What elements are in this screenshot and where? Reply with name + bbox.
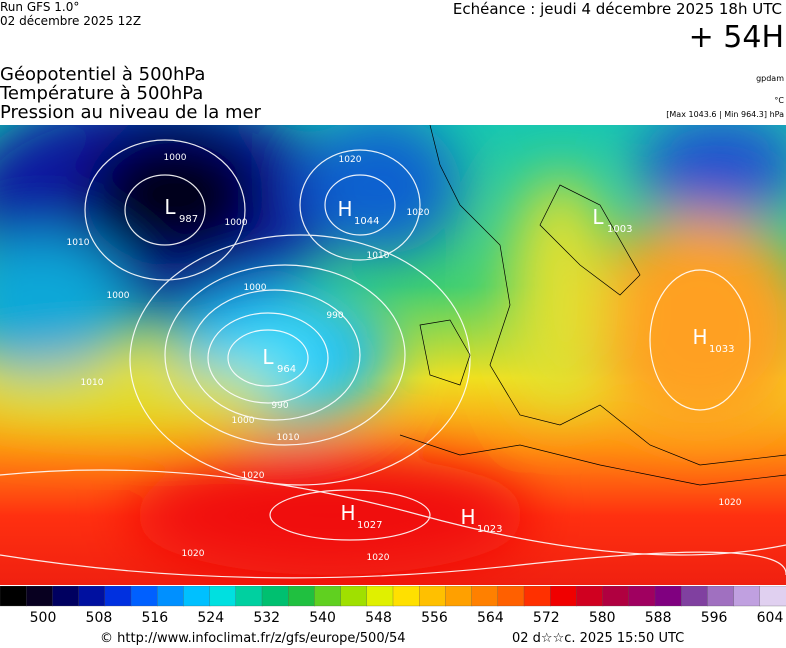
colorbar-swatch — [340, 586, 368, 607]
colorbar-swatch — [497, 586, 525, 607]
valid-time: Echéance : jeudi 4 décembre 2025 18h UTC — [452, 0, 782, 18]
center-type: L — [592, 205, 604, 229]
colorbar-swatch — [130, 586, 158, 607]
colorbar-tick-label: 548 — [365, 610, 392, 626]
lead-time: + 54H — [688, 20, 784, 55]
colorbar-swatch — [602, 586, 630, 607]
isobar-label: 1010 — [67, 238, 90, 248]
colorbar-tick-label: 604 — [756, 610, 784, 626]
colorbar-swatch — [576, 586, 604, 607]
colorbar-swatch — [366, 586, 394, 607]
center-value: 1003 — [607, 224, 632, 235]
isobar-label: 1020 — [339, 155, 362, 165]
isobar-label: 1010 — [277, 433, 300, 443]
center-type: H — [337, 197, 352, 221]
unit-pressure: [Max 1043.6 | Min 964.3] hPa — [666, 110, 784, 119]
isobar-label: 1000 — [164, 153, 187, 163]
isobar-label: 1020 — [182, 549, 205, 559]
center-type: H — [460, 505, 475, 529]
source: © http://www.infoclimat.fr/z/gfs/europe/… — [100, 631, 406, 646]
colorbar-swatch — [654, 586, 682, 607]
isobar-label: 1020 — [407, 208, 430, 218]
colorbar-tick-label: 540 — [309, 610, 336, 626]
run-date: 02 décembre 2025 12Z — [0, 14, 142, 28]
colorbar-swatch — [209, 586, 237, 607]
isobar-label: 1010 — [81, 378, 104, 388]
isobar-label: 1020 — [367, 553, 390, 563]
colorbar-swatch — [157, 586, 185, 607]
isobar-label: 1000 — [107, 291, 130, 301]
isobar-label: 1000 — [244, 283, 267, 293]
unit-temp: °C — [774, 96, 784, 105]
colorbar-swatch — [707, 586, 735, 607]
colorbar-swatch — [288, 586, 316, 607]
colorbar-tick-label: 508 — [85, 610, 113, 626]
colorbar-swatch — [628, 586, 656, 607]
colorbar-tick-label: 564 — [477, 610, 504, 626]
center-type: L — [164, 195, 176, 219]
center-type: H — [340, 501, 355, 525]
isobar-label: 1000 — [232, 416, 255, 426]
isobar-label: 990 — [271, 401, 288, 411]
colorbar-tick-label: 532 — [253, 610, 281, 626]
center-type: H — [692, 325, 707, 349]
colorbar-swatch — [759, 586, 786, 607]
isobar-label: 1010 — [367, 251, 390, 261]
generated: 02 d☆☆c. 2025 15:50 UTC — [512, 631, 685, 646]
colorbar-swatch — [235, 586, 263, 607]
colorbar-tick-label: 588 — [644, 610, 672, 626]
field-2: Température à 500hPa — [0, 83, 204, 104]
colorbar-swatch — [183, 586, 211, 607]
center-value: 964 — [277, 364, 296, 375]
colorbar-swatch — [52, 586, 80, 607]
center-value: 1023 — [477, 524, 502, 535]
center-type: L — [262, 345, 274, 369]
run: Run GFS 1.0° — [0, 0, 80, 14]
colorbar-swatch — [681, 586, 709, 607]
colorbar-tick-label: 556 — [421, 610, 448, 626]
colorbar — [0, 586, 786, 607]
colorbar-swatch — [523, 586, 551, 607]
field-1: Géopotentiel à 500hPa — [0, 64, 206, 85]
colorbar-swatch — [0, 586, 27, 607]
isobar-label: 990 — [326, 311, 343, 321]
colorbar-tick-label: 516 — [141, 610, 169, 626]
center-value: 987 — [179, 214, 198, 225]
colorbar-tick-label: 500 — [29, 610, 57, 626]
center-value: 1033 — [709, 344, 734, 355]
isobar-label: 1000 — [225, 218, 248, 228]
colorbar-tick-label: 524 — [197, 610, 225, 626]
center-value: 1027 — [357, 520, 382, 531]
colorbar-tick-label: 572 — [532, 610, 560, 626]
colorbar-swatch — [26, 586, 54, 607]
colorbar-tick-label: 580 — [588, 610, 616, 626]
colorbar-swatch — [78, 586, 106, 607]
colorbar-swatch — [314, 586, 342, 607]
colorbar-swatch — [471, 586, 499, 607]
colorbar-swatch — [261, 586, 289, 607]
center-value: 1044 — [354, 216, 379, 227]
field-3: Pression au niveau de la mer — [0, 102, 261, 123]
colorbar-tick-label: 596 — [700, 610, 728, 626]
colorbar-swatch — [445, 586, 473, 607]
colorbar-swatch — [392, 586, 420, 607]
colorbar-swatch — [550, 586, 578, 607]
isobar-label: 1020 — [242, 471, 265, 481]
colorbar-swatch — [419, 586, 447, 607]
unit-geo: gpdam — [756, 74, 784, 83]
isobar-label: 1020 — [719, 498, 742, 508]
colorbar-swatch — [733, 586, 761, 607]
colorbar-swatch — [104, 586, 132, 607]
